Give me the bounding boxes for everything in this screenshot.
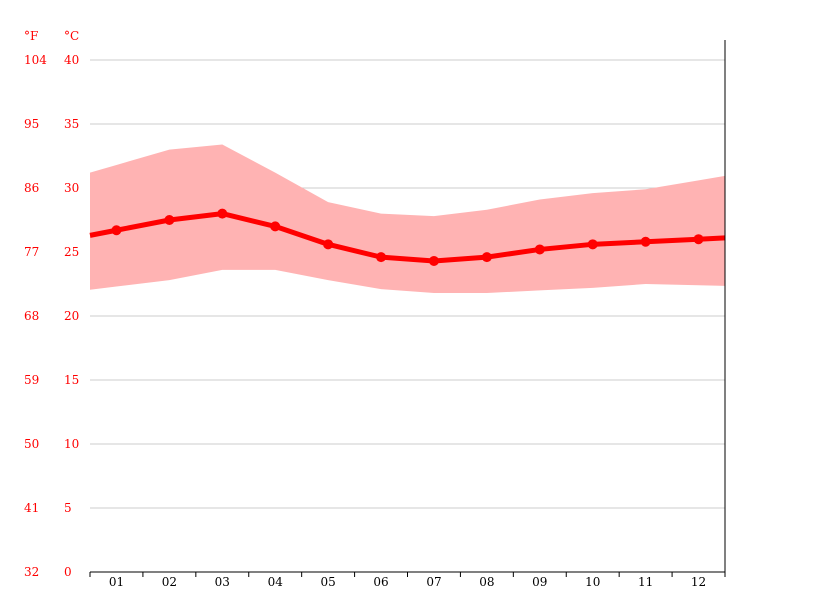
- y-tick-label-fahrenheit: 77: [24, 245, 39, 259]
- x-tick-label: 01: [109, 575, 124, 589]
- axis-labels: °F °C 0 32 5 41 10 50 15 59 20 68 25 77 30 86 35 95 40 10…: [24, 29, 706, 589]
- y-tick-label-fahrenheit: 50: [24, 437, 39, 451]
- y-tick-label-fahrenheit: 41: [24, 501, 39, 515]
- data-point: [323, 239, 334, 250]
- data-point: [428, 255, 439, 266]
- y-tick-label-celsius: 15: [64, 373, 79, 387]
- celsius-unit-label: °C: [64, 29, 79, 43]
- x-tick-label: 07: [426, 575, 441, 589]
- data-point: [164, 215, 175, 225]
- x-tick-label: 08: [479, 575, 494, 589]
- x-tick-label: 11: [638, 575, 653, 589]
- x-tick-label: 10: [585, 575, 600, 589]
- x-tick-label: 09: [532, 575, 547, 589]
- axes: [89, 40, 726, 577]
- y-tick-label-fahrenheit: 32: [24, 565, 39, 579]
- x-tick-label: 02: [162, 575, 177, 589]
- y-tick-label-celsius: 35: [64, 117, 79, 131]
- y-tick-label-celsius: 0: [64, 565, 72, 579]
- y-tick-label-fahrenheit: 104: [24, 53, 47, 67]
- temperature-range-area: [90, 144, 725, 293]
- data-point: [640, 236, 651, 247]
- y-tick-label-fahrenheit: 59: [24, 373, 39, 387]
- mean-temperature-path: [89, 211, 726, 264]
- data-point: [693, 234, 704, 245]
- y-tick-label-celsius: 5: [64, 501, 72, 515]
- mean-temperature-line: [89, 208, 726, 266]
- y-tick-label-fahrenheit: 86: [24, 181, 39, 195]
- data-point: [376, 252, 387, 263]
- fahrenheit-unit-label: °F: [24, 29, 38, 43]
- y-tick-label-celsius: 10: [64, 437, 79, 451]
- y-tick-label-celsius: 30: [64, 181, 79, 195]
- data-point: [534, 244, 545, 255]
- data-point: [270, 221, 281, 232]
- x-tick-label: 04: [268, 575, 284, 589]
- y-tick-label-celsius: 25: [64, 245, 79, 259]
- y-tick-label-fahrenheit: 68: [24, 309, 39, 323]
- y-tick-label-celsius: 40: [64, 53, 79, 67]
- x-tick-label: 03: [215, 575, 230, 589]
- x-tick-label: 12: [691, 575, 706, 589]
- data-point: [587, 239, 598, 250]
- x-tick-label: 06: [373, 575, 388, 589]
- y-tick-label-fahrenheit: 95: [24, 117, 39, 131]
- temperature-range-band: [90, 144, 725, 293]
- data-point: [481, 252, 492, 263]
- x-tick-label: 05: [320, 575, 335, 589]
- data-point: [111, 225, 122, 236]
- data-point: [217, 208, 228, 219]
- y-tick-label-celsius: 20: [64, 309, 79, 323]
